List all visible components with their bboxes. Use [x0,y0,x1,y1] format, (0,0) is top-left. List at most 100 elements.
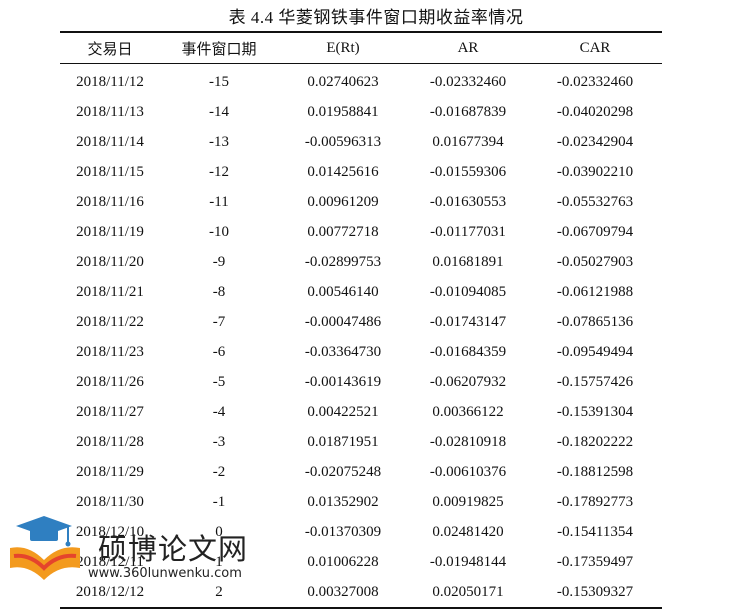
cell-trade-date: 2018/11/29 [76,463,144,480]
cell-trade-date: 2018/11/22 [76,313,144,330]
table-row: 2018/11/13 -14 0.01958841 -0.01687839 -0.040… [60,97,662,127]
header-abnormal-return: AR [457,39,479,56]
cell-expected-return: 0.01352902 [307,493,379,510]
cell-expected-return: 0.02740623 [307,73,379,90]
graduation-cap-book-icon [10,516,80,580]
cell-cumulative-abnormal-return: -0.18202222 [556,433,634,450]
cell-abnormal-return: -0.01687839 [429,103,507,120]
cell-cumulative-abnormal-return: -0.18812598 [556,463,634,480]
table-header-row: 交易日 事件窗口期 E(Rt) AR CAR [60,33,662,63]
cell-expected-return: 0.00546140 [307,283,379,300]
table-row: 2018/11/20 -9 -0.02899753 0.01681891 -0.0502… [60,247,662,277]
table-row: 2018/11/29 -2 -0.02075248 -0.00610376 -0.188… [60,457,662,487]
cell-abnormal-return: -0.01630553 [429,193,507,210]
cell-trade-date: 2018/11/19 [76,223,144,240]
cell-cumulative-abnormal-return: -0.09549494 [556,343,634,360]
cell-event-window: -7 [212,313,226,330]
cell-abnormal-return: 0.00366122 [432,403,504,420]
cell-abnormal-return: -0.01948144 [429,553,507,570]
cell-expected-return: -0.00143619 [304,373,382,390]
cell-expected-return: 0.00327008 [307,583,379,600]
cell-cumulative-abnormal-return: -0.15757426 [556,373,634,390]
cell-event-window: -2 [212,463,226,480]
table-row: 2018/11/15 -12 0.01425616 -0.01559306 -0.039… [60,157,662,187]
cell-trade-date: 2018/11/15 [76,163,144,180]
cell-expected-return: -0.02075248 [304,463,382,480]
cell-trade-date: 2018/11/20 [76,253,144,270]
cell-trade-date: 2018/11/30 [76,493,144,510]
watermark-title: 硕博论文网 [98,532,249,566]
table-row: 2018/11/16 -11 0.00961209 -0.01630553 -0.055… [60,187,662,217]
table-row: 2018/11/14 -13 -0.00596313 0.01677394 -0.023… [60,127,662,157]
table-row: 2018/11/28 -3 0.01871951 -0.02810918 -0.1820… [60,427,662,457]
cell-expected-return: -0.01370309 [304,523,382,540]
cell-cumulative-abnormal-return: -0.05027903 [556,253,634,270]
cell-abnormal-return: -0.02810918 [429,433,507,450]
cell-abnormal-return: 0.02050171 [432,583,504,600]
cell-cumulative-abnormal-return: -0.17892773 [556,493,634,510]
cell-event-window: -11 [209,193,229,210]
cell-trade-date: 2018/12/10 [75,523,145,540]
cell-cumulative-abnormal-return: -0.07865136 [556,313,634,330]
cell-trade-date: 2018/11/28 [76,433,144,450]
cell-trade-date: 2018/12/11 [76,553,144,570]
cell-expected-return: 0.01006228 [307,553,379,570]
cell-abnormal-return: -0.02332460 [429,73,507,90]
cell-abnormal-return: -0.00610376 [429,463,507,480]
table-row: 2018/11/27 -4 0.00422521 0.00366122 -0.15391… [60,397,662,427]
cell-event-window: -13 [209,133,229,150]
table-row: 2018/11/23 -6 -0.03364730 -0.01684359 -0.095… [60,337,662,367]
cell-event-window: -10 [209,223,229,240]
cell-event-window: -5 [212,373,226,390]
cell-cumulative-abnormal-return: -0.15309327 [556,583,634,600]
cell-abnormal-return: -0.01559306 [429,163,507,180]
cell-event-window: -1 [212,493,226,510]
cell-trade-date: 2018/11/12 [76,73,144,90]
cell-trade-date: 2018/11/14 [76,133,144,150]
cell-abnormal-return: 0.02481420 [432,523,504,540]
table-body: 2018/11/12 -15 0.02740623 -0.02332460 -0.023… [60,64,662,607]
cell-cumulative-abnormal-return: -0.02332460 [556,73,634,90]
cell-cumulative-abnormal-return: -0.06121988 [556,283,634,300]
cell-cumulative-abnormal-return: -0.15391304 [556,403,634,420]
header-cumulative-abnormal-return: CAR [579,39,611,56]
table-row: 2018/11/22 -7 -0.00047486 -0.01743147 -0.078… [60,307,662,337]
cell-event-window: -6 [212,343,226,360]
cell-expected-return: 0.00961209 [307,193,379,210]
table-row: 2018/11/26 -5 -0.00143619 -0.06207932 -0.157… [60,367,662,397]
cell-abnormal-return: 0.01677394 [432,133,504,150]
header-trade-date: 交易日 [87,41,133,58]
cell-abnormal-return: -0.06207932 [429,373,507,390]
cell-expected-return: 0.00772718 [307,223,379,240]
table-row: 2018/11/30 -1 0.01352902 0.00919825 -0.17892… [60,487,662,517]
watermark: 硕博论文网 www.360lunwenku.com [8,516,258,586]
cell-cumulative-abnormal-return: -0.15411354 [557,523,633,540]
table-header-rule [60,63,662,64]
cell-cumulative-abnormal-return: -0.02342904 [556,133,634,150]
header-event-window: 事件窗口期 [181,41,257,58]
cell-trade-date: 2018/12/12 [75,583,145,600]
cell-expected-return: 0.00422521 [307,403,379,420]
table-row: 2018/12/10 0 -0.01370309 0.02481420 -0.15411… [60,517,662,547]
cell-event-window: -14 [209,103,229,120]
table-caption: 表 4.4 华菱钢铁事件窗口期收益率情况 [228,8,524,27]
cell-cumulative-abnormal-return: -0.17359497 [556,553,634,570]
table-top-rule [60,31,662,33]
cell-trade-date: 2018/11/27 [76,403,144,420]
cell-abnormal-return: -0.01094085 [429,283,507,300]
cell-abnormal-return: -0.01177031 [430,223,506,240]
cell-trade-date: 2018/11/26 [76,373,144,390]
table-bottom-rule [60,607,662,609]
cell-event-window: -8 [212,283,226,300]
cell-expected-return: -0.00596313 [304,133,382,150]
cell-event-window: 0 [215,523,223,540]
cell-expected-return: 0.01425616 [307,163,379,180]
cell-event-window: -3 [212,433,226,450]
cell-abnormal-return: -0.01743147 [429,313,507,330]
cell-cumulative-abnormal-return: -0.04020298 [556,103,634,120]
cell-cumulative-abnormal-return: -0.03902210 [556,163,634,180]
cell-event-window: 2 [215,583,223,600]
cell-cumulative-abnormal-return: -0.06709794 [556,223,634,240]
table-row: 2018/12/12 2 0.00327008 0.02050171 -0.153093… [60,577,662,607]
cell-expected-return: -0.00047486 [304,313,382,330]
